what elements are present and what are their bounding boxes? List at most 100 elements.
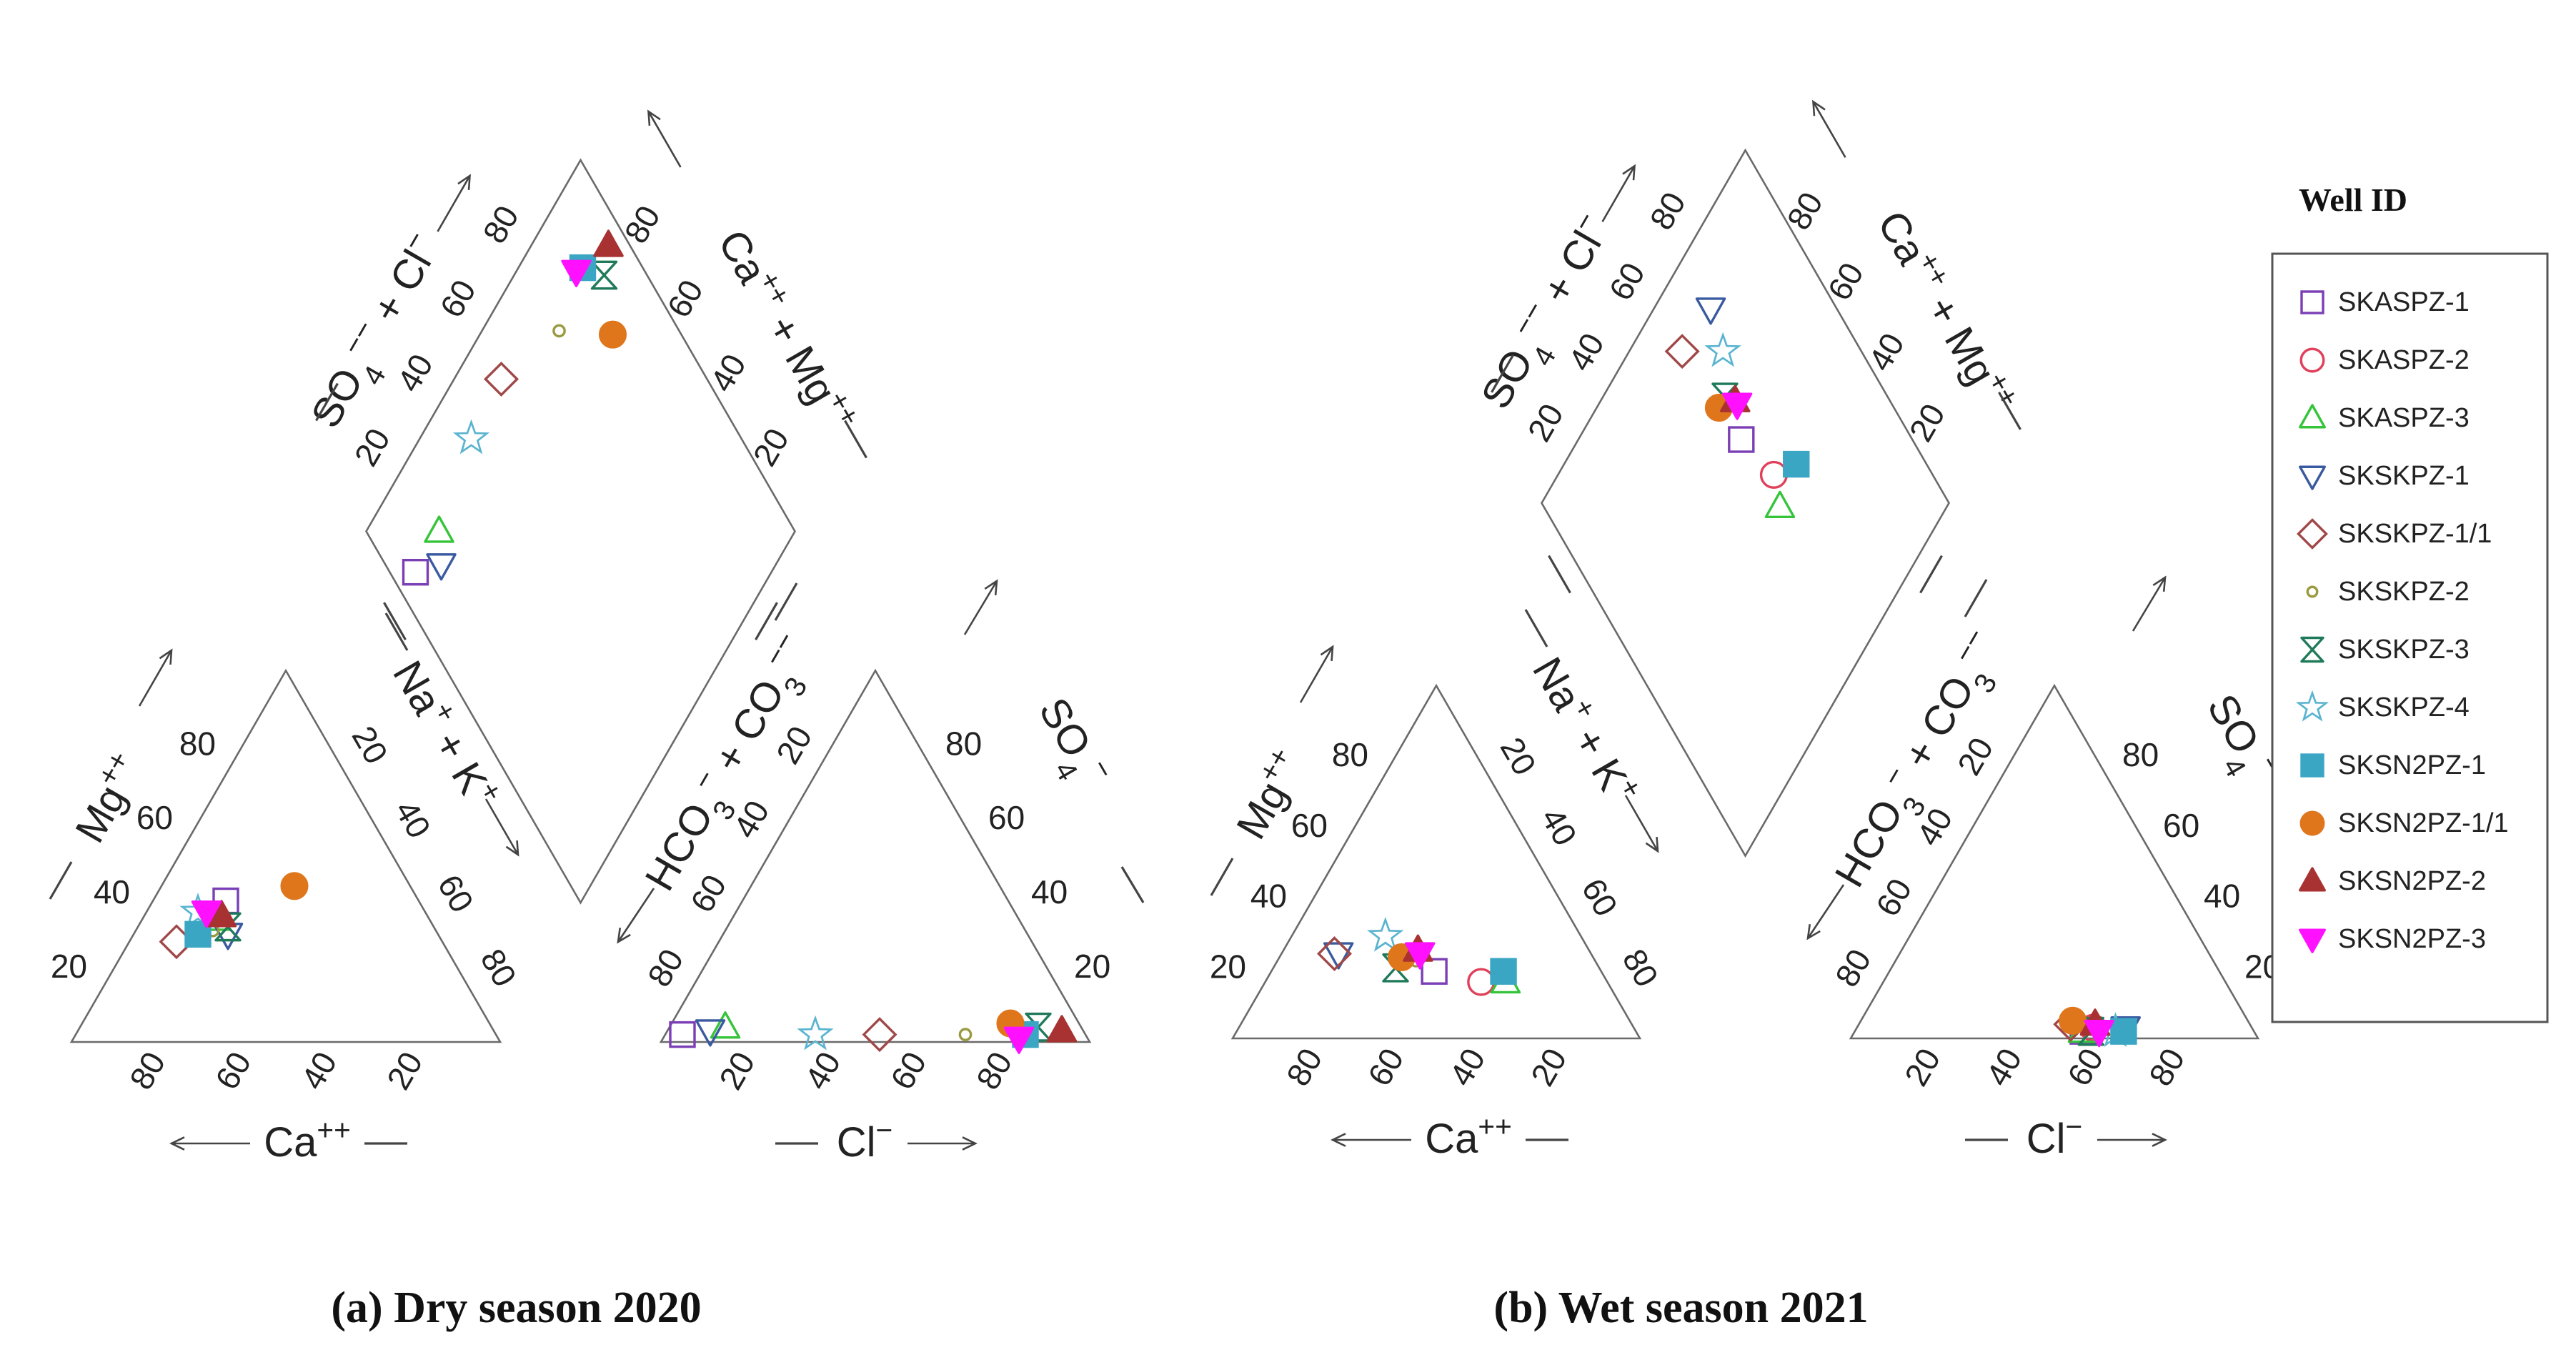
hco3-dash	[1964, 579, 1988, 617]
diamond-so4cl-tick: 60	[1601, 257, 1652, 307]
anion-cl-tick: 60	[2060, 1042, 2111, 1092]
legend-marker	[2300, 753, 2324, 778]
cation-ca-tick: 80	[122, 1046, 173, 1096]
so4-arrow	[2132, 575, 2167, 632]
diamond-camg-tick: 80	[1779, 186, 1830, 236]
mg-dash	[49, 861, 73, 900]
diamond-point	[424, 515, 454, 543]
diamond-camg-tick: 60	[1820, 257, 1871, 307]
anion-so4-tick: 80	[2122, 736, 2159, 773]
legend-marker	[2300, 290, 2324, 314]
legend-label: SKSKPZ-1/1	[2338, 519, 2492, 549]
anion-point	[2110, 1018, 2137, 1045]
cation-ca-tick: 80	[1279, 1042, 1330, 1092]
ca-arrow	[169, 1136, 250, 1151]
legend-label: SKSN2PZ-1/1	[2338, 808, 2509, 838]
cl-arrow	[2097, 1133, 2167, 1147]
legend-item: SKSN2PZ-1	[2300, 750, 2486, 780]
diamond-camg-tick: 40	[702, 348, 753, 398]
diamond-so4cl-arrow	[437, 174, 471, 232]
cation-point	[1316, 936, 1353, 972]
anion-point	[669, 1021, 696, 1048]
diamond-so4cl-dash	[315, 382, 339, 422]
anion-so4-tick: 80	[945, 725, 982, 762]
diamond-camg-arrow	[647, 109, 682, 168]
nak-dash	[1524, 609, 1548, 647]
cation-nak-tick: 20	[1493, 731, 1544, 781]
diamond-so4cl-tick: 80	[475, 199, 526, 249]
legend-label: SKSKPZ-1	[2338, 461, 2470, 491]
anion-hco3-tick: 80	[640, 943, 691, 993]
legend-item: SKSKPZ-2	[2306, 577, 2470, 607]
legend-marker	[2299, 347, 2325, 373]
cation-mg-tick: 80	[1332, 736, 1368, 773]
diamond-right-dash	[755, 602, 778, 640]
legend-marker	[2300, 636, 2324, 663]
diamond-camg-tick: 80	[617, 199, 667, 249]
anion-cl-tick: 40	[797, 1046, 848, 1096]
cation-point	[1367, 916, 1404, 952]
diamond-point	[552, 324, 566, 338]
diamond-camg-label: Ca++ + Mg++	[709, 219, 867, 441]
cation-nak-tick: 60	[1575, 872, 1626, 922]
cation-point	[1404, 942, 1436, 970]
diamond-point	[426, 553, 457, 581]
diamond-point	[590, 260, 618, 290]
nak-axis-label: Na+ + K+	[384, 650, 509, 817]
diamond-point	[1704, 332, 1741, 367]
diamond-point	[452, 419, 490, 455]
anion-point	[695, 1019, 726, 1047]
cation-mg-tick: 40	[94, 873, 130, 910]
cation-point	[1490, 958, 1517, 985]
anion-so4-tick: 40	[1031, 873, 1068, 910]
legend-marker	[2299, 404, 2326, 429]
legend-item: SKSKPZ-4	[2295, 690, 2470, 723]
diamond-point	[561, 259, 592, 287]
anion-point	[710, 1011, 741, 1039]
hco3-arrow	[617, 888, 655, 944]
diamond	[1540, 148, 1951, 858]
diamond-camg-tick: 40	[1861, 327, 1911, 377]
so4-axis-label: SO4−	[1018, 688, 1122, 801]
cation-point	[1421, 958, 1448, 985]
ca-axis-label: Ca++	[264, 1113, 351, 1166]
anion-triangle	[659, 668, 1092, 1043]
hco3-arrow	[1806, 884, 1845, 940]
legend-item: SKSKPZ-1	[2299, 461, 2470, 491]
diamond-camg-label: Ca++ + Mg++	[1869, 200, 2027, 422]
diamond-so4cl-tick: 20	[347, 422, 397, 472]
diamond-point	[1783, 450, 1810, 478]
anion-cl-tick: 40	[1979, 1042, 2029, 1092]
anion-cl-tick: 60	[883, 1046, 934, 1096]
legend-item: SKASPZ-3	[2299, 403, 2470, 433]
cation-ca-tick: 20	[379, 1046, 430, 1096]
diamond-point	[598, 320, 627, 349]
legend-marker	[2299, 928, 2326, 953]
diamond-so4cl-tick: 80	[1642, 186, 1693, 236]
legend-item: SKSN2PZ-1/1	[2299, 808, 2509, 838]
nak-axis-label: Na+ + K+	[1523, 647, 1649, 813]
anion-so4-tick: 60	[2163, 807, 2199, 844]
legend-item: SKSKPZ-1/1	[2297, 518, 2492, 550]
diamond-point	[1764, 490, 1796, 518]
cation-mg-tick: 20	[51, 948, 87, 985]
cation-ca-tick: 40	[1442, 1042, 1493, 1092]
cation-nak-tick: 80	[1616, 943, 1666, 993]
hco3-dash	[774, 582, 798, 621]
cation-nak-tick: 80	[474, 943, 524, 993]
nak-arrow	[1624, 795, 1659, 853]
anion-point	[862, 1017, 897, 1053]
anion-hco3-tick: 60	[1869, 872, 1919, 922]
cation-triangle	[1230, 683, 1642, 1040]
cation-mg-tick: 20	[1210, 948, 1246, 985]
panel-dry: 2020204040406060608080802020204040406060…	[49, 109, 1145, 1332]
so4-dash	[1120, 866, 1145, 903]
cation-point	[214, 912, 242, 942]
cation-ca-tick: 60	[208, 1046, 259, 1096]
legend-marker	[2299, 867, 2326, 892]
anion-cl-tick: 20	[712, 1046, 762, 1096]
anion-triangle	[1849, 683, 2260, 1040]
diamond-point	[1759, 460, 1788, 489]
cation-ca-tick: 40	[294, 1046, 344, 1096]
